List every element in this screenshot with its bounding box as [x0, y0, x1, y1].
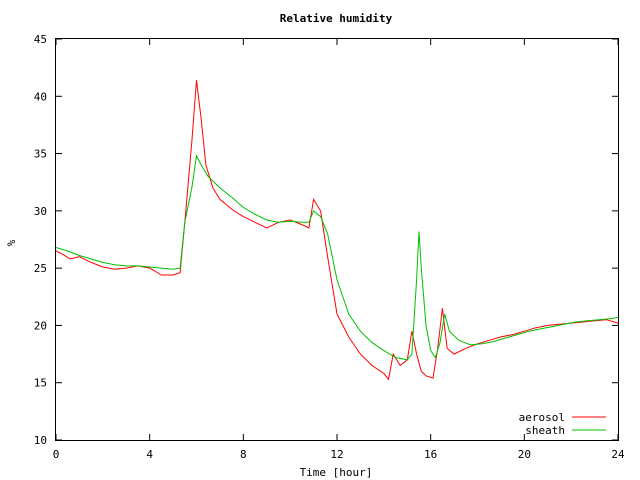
x-axis-label: Time [hour]: [300, 466, 373, 479]
legend-label-sheath: sheath: [525, 424, 565, 437]
y-tick-label: 30: [34, 205, 47, 218]
y-tick-label: 15: [34, 377, 47, 390]
x-tick-label: 4: [146, 448, 153, 461]
x-tick-label: 12: [330, 448, 343, 461]
y-tick-label: 45: [34, 33, 47, 46]
x-tick-label: 8: [240, 448, 247, 461]
axis-ticks: 0 4 8 12 16 20 24 10 15 20 25 30 35 40 45: [34, 33, 625, 461]
legend-label-aerosol: aerosol: [519, 411, 565, 424]
y-tick-label: 25: [34, 262, 47, 275]
series-layer: [55, 80, 619, 381]
x-tick-label: 24: [611, 448, 625, 461]
x-tick-label: 20: [518, 448, 531, 461]
plot-frame: [55, 38, 619, 441]
sheath-series-line: [55, 154, 619, 361]
y-tick-label: 35: [34, 148, 47, 161]
x-tick-label: 0: [53, 448, 60, 461]
chart-title: Relative humidity: [280, 12, 393, 25]
x-tick-label: 16: [424, 448, 437, 461]
y-axis-label: %: [5, 239, 18, 246]
y-tick-label: 20: [34, 319, 47, 332]
y-tick-label: 40: [34, 90, 47, 103]
y-tick-label: 10: [34, 434, 47, 447]
aerosol-series-line: [55, 80, 619, 381]
